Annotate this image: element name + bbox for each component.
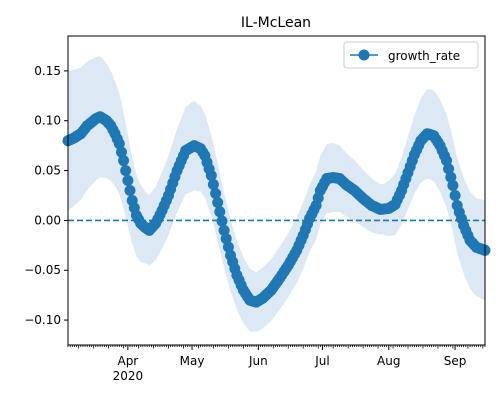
- x-tick-label: Sep: [444, 354, 467, 368]
- y-tick-label: 0.15: [34, 64, 61, 78]
- x-tick-label: Aug: [377, 354, 400, 368]
- data-point: [443, 163, 455, 175]
- y-tick-label: 0.00: [34, 213, 61, 227]
- plot-frame: [67, 35, 486, 346]
- y-axis: −0.10 −0.05 0.00 0.05 0.10 0.15: [24, 64, 68, 327]
- y-tick-label: 0.05: [34, 164, 61, 178]
- x-tick-label: Jul: [314, 354, 329, 368]
- data-point: [212, 197, 224, 208]
- data-point: [441, 155, 452, 167]
- data-point: [210, 188, 222, 199]
- legend: growth_rate: [343, 41, 479, 69]
- data-point: [449, 190, 461, 201]
- data-point: [120, 165, 132, 177]
- data-point: [207, 179, 219, 190]
- data-point: [218, 224, 230, 236]
- chart-title: IL-McLean: [241, 15, 311, 31]
- legend-box: [343, 41, 479, 69]
- data-point: [122, 175, 134, 186]
- legend-marker: [358, 49, 370, 61]
- series-layer: [62, 111, 491, 308]
- x-tick-label: Jun: [248, 354, 268, 368]
- x-tick-label: May: [180, 354, 205, 368]
- data-point: [124, 185, 136, 196]
- data-point: [205, 170, 217, 181]
- data-point: [222, 241, 234, 253]
- data-point: [447, 180, 459, 191]
- y-tick-label: −0.10: [24, 313, 61, 327]
- data-point: [214, 206, 226, 218]
- data-point: [113, 138, 125, 150]
- y-tick-label: −0.05: [24, 263, 61, 277]
- x-tick-sublabel: 2020: [113, 369, 144, 383]
- data-point: [220, 233, 232, 245]
- legend-label: growth_rate: [388, 49, 460, 63]
- data-point: [216, 215, 228, 227]
- x-tick-label: Apr: [117, 354, 138, 368]
- y-tick-label: 0.10: [34, 114, 61, 128]
- data-point: [116, 146, 127, 158]
- data-point: [445, 171, 457, 183]
- data-point: [118, 155, 130, 167]
